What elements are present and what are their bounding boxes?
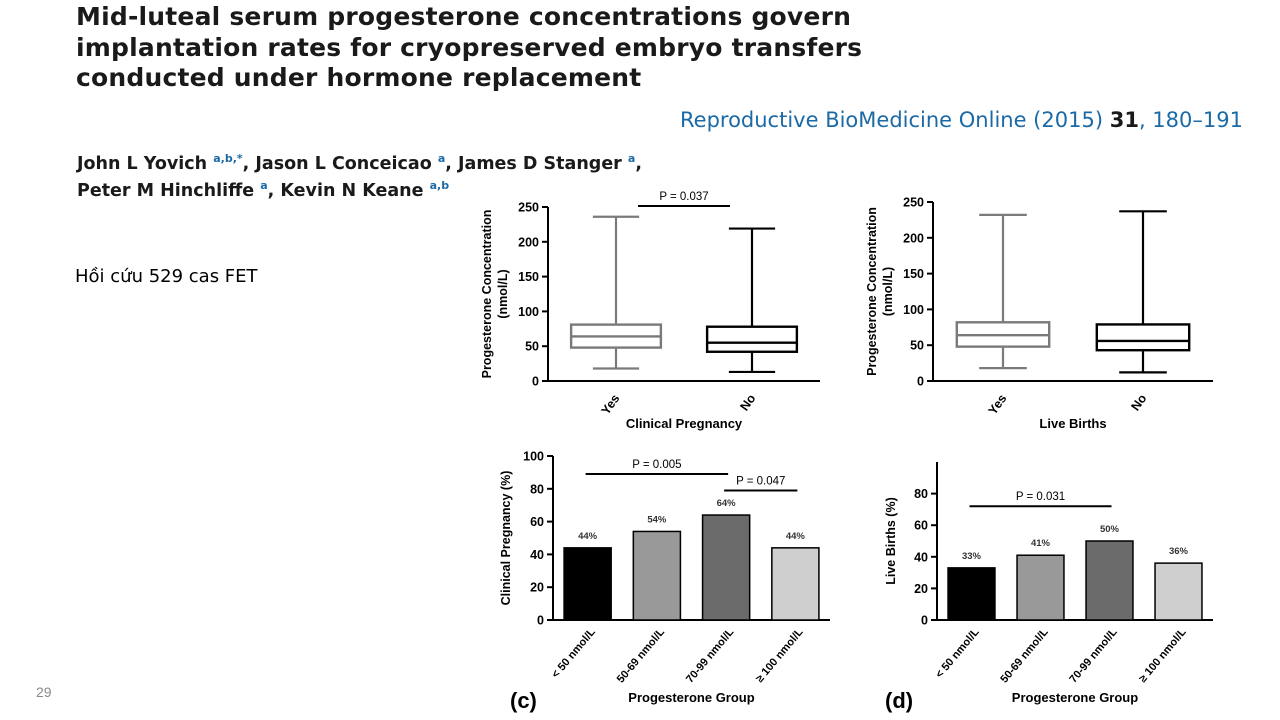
- bar: [1085, 540, 1134, 621]
- bar: [632, 530, 682, 621]
- significance-label: P = 0.005: [632, 459, 681, 471]
- y-axis-label: (nmol/L): [881, 267, 895, 316]
- bar: [1016, 554, 1065, 621]
- x-category-label: < 50 nmol/L: [550, 626, 598, 681]
- y-tick-label: 40: [530, 548, 544, 562]
- study-note: Hồi cứu 529 cas FET: [75, 266, 258, 287]
- x-axis-label: Progesterone Group: [1012, 690, 1138, 705]
- author-name: Peter M Hinchliffe: [77, 180, 261, 201]
- y-tick-label: 60: [530, 515, 544, 529]
- y-tick-label: 100: [523, 450, 544, 464]
- y-tick-label: 100: [518, 305, 539, 319]
- x-category-label: 50-69 nmol/L: [615, 626, 668, 685]
- y-tick-label: 50: [525, 340, 539, 354]
- box-iqr: [1095, 323, 1191, 352]
- y-tick-label: 20: [914, 582, 928, 596]
- x-category-label: Yes: [986, 392, 1010, 418]
- author-list: John L Yovich a,b,*, Jason L Conceicao a…: [77, 148, 877, 202]
- author-affiliation: a,b: [429, 178, 450, 192]
- x-category-label: ≥ 100 nmol/L: [754, 626, 806, 685]
- y-axis-label: Live Births (%): [884, 497, 898, 585]
- panel-label: (c): [510, 688, 537, 713]
- x-axis-label: Progesterone Group: [628, 690, 754, 705]
- box-iqr: [705, 325, 799, 353]
- y-tick-label: 250: [903, 196, 924, 210]
- x-category-label: No: [737, 391, 758, 413]
- bar-value-label: 64%: [717, 498, 737, 509]
- journal-volume: 31: [1109, 108, 1139, 132]
- y-tick-label: 0: [921, 614, 928, 628]
- author-affiliation: a,b,*: [213, 152, 243, 165]
- y-tick-label: 60: [914, 519, 928, 533]
- journal-pages: 180–191: [1152, 108, 1243, 132]
- bar-value-label: 44%: [786, 531, 806, 542]
- y-tick-label: 80: [530, 482, 544, 496]
- bar-value-label: 44%: [578, 531, 598, 542]
- journal-name: Reproductive BioMedicine Online (2015): [680, 108, 1104, 132]
- x-category-label: 70-99 nmol/L: [684, 626, 737, 685]
- bar-value-label: 36%: [1169, 546, 1189, 557]
- author-affiliation: a: [437, 152, 446, 165]
- y-tick-label: 100: [903, 303, 924, 317]
- y-axis-label: Progesterone Concentration: [865, 207, 879, 376]
- bar: [947, 567, 996, 621]
- author-name: James D Stanger: [458, 153, 628, 174]
- x-category-label: 50-69 nmol/L: [998, 626, 1051, 685]
- x-category-label: ≥ 100 nmol/L: [1137, 626, 1189, 685]
- page-number: 29: [36, 684, 52, 700]
- author-separator: ,: [242, 153, 256, 174]
- bar: [701, 514, 751, 621]
- x-category-label: Yes: [599, 392, 623, 418]
- y-tick-label: 250: [518, 201, 539, 215]
- author-name: John L Yovich: [77, 153, 214, 174]
- significance-label: P = 0.031: [1016, 491, 1065, 503]
- y-tick-label: 40: [914, 550, 928, 564]
- author-name: Kevin N Keane: [280, 180, 430, 201]
- y-tick-label: 150: [518, 270, 539, 284]
- author-name: Jason L Conceicao: [255, 153, 438, 174]
- author-separator: ,: [445, 153, 458, 174]
- bar: [1154, 562, 1203, 621]
- y-tick-label: 0: [532, 375, 539, 389]
- bar-value-label: 33%: [962, 551, 982, 562]
- x-category-label: No: [1128, 391, 1149, 413]
- author-affiliation: a: [627, 152, 636, 165]
- y-axis-label: (nmol/L): [496, 269, 510, 318]
- bar: [771, 547, 820, 621]
- bar-value-label: 41%: [1031, 538, 1051, 549]
- y-tick-label: 0: [917, 375, 924, 389]
- y-tick-label: 200: [518, 235, 539, 249]
- x-axis-label: Clinical Pregnancy: [626, 416, 743, 431]
- bar-value-label: 50%: [1100, 524, 1120, 535]
- y-tick-label: 20: [530, 581, 544, 595]
- y-axis-label: Progesterone Concentration: [480, 210, 494, 379]
- panel-label: (d): [885, 688, 913, 713]
- x-category-label: 70-99 nmol/L: [1067, 626, 1120, 685]
- slide-title: Mid-luteal serum progesterone concentrat…: [76, 2, 863, 92]
- y-tick-label: 80: [914, 487, 928, 501]
- y-tick-label: 50: [910, 339, 924, 353]
- bar-value-label: 54%: [647, 514, 667, 525]
- x-category-label: < 50 nmol/L: [934, 626, 982, 681]
- author-separator: ,: [267, 180, 281, 201]
- author-affiliation: a: [260, 178, 268, 192]
- y-tick-label: 150: [903, 267, 924, 281]
- y-tick-label: 0: [537, 614, 544, 628]
- author-separator: ,: [635, 153, 643, 174]
- significance-label: P = 0.047: [736, 475, 785, 487]
- bar: [563, 547, 612, 621]
- y-tick-label: 200: [903, 231, 924, 245]
- journal-citation: Reproductive BioMedicine Online (2015) 3…: [680, 108, 1243, 132]
- x-axis-label: Live Births: [1039, 416, 1106, 431]
- y-axis-label: Clinical Pregnancy (%): [499, 471, 513, 606]
- significance-label: P = 0.037: [659, 191, 708, 203]
